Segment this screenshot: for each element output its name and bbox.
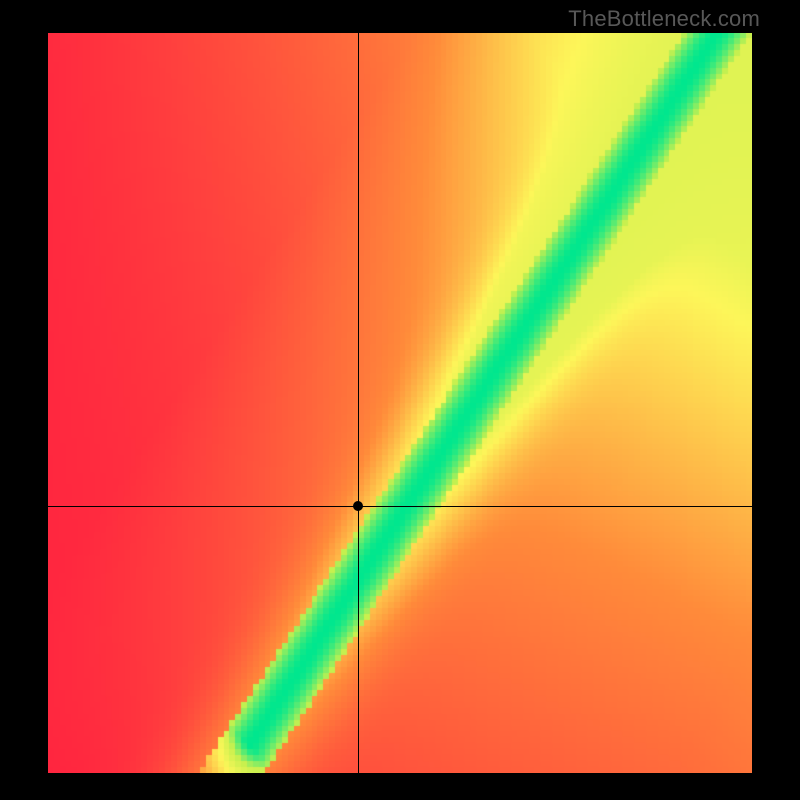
page: TheBottleneck.com [0,0,800,800]
heatmap-plot [48,33,752,773]
watermark-text: TheBottleneck.com [568,6,760,32]
heatmap-canvas [48,33,752,773]
